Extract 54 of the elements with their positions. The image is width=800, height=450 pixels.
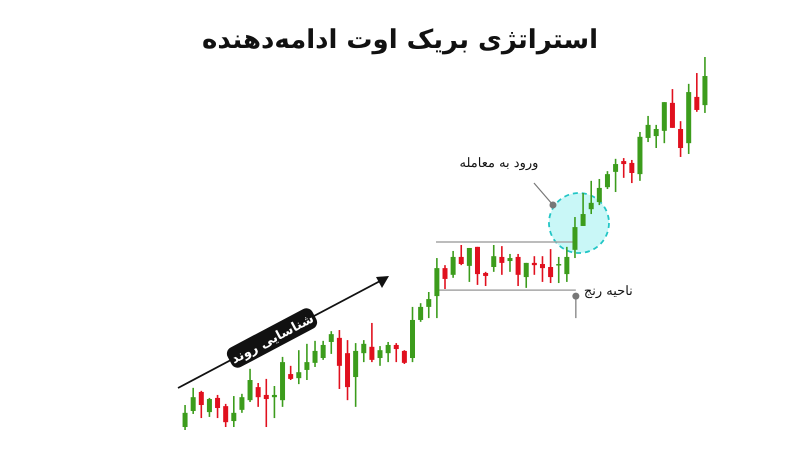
candlestick [386,341,391,363]
candlestick [223,403,228,428]
candlestick [613,158,618,193]
chart-title: استراتژی بریک اوت ادامه‌دهنده [202,25,598,55]
candlestick [580,192,586,227]
candlestick [507,253,512,273]
candlestick [190,387,196,415]
candlestick [629,159,634,184]
candlestick [198,390,204,419]
candlestick [312,340,318,368]
annotation: ورود به معامله [460,156,538,172]
annotation: شناسایی روند [228,311,316,368]
candlestick [320,340,326,361]
candlestick [361,339,366,363]
candlestick [646,115,651,143]
candlestick [369,322,374,363]
candlestick [654,124,659,149]
candlestick [288,365,294,381]
candlestick [548,248,554,284]
candlestick [604,170,610,190]
candlestick [458,244,464,266]
candlestick [378,345,383,367]
candlestick [694,72,700,113]
candlestick [556,256,562,284]
candlestick [524,262,529,289]
candlestick [248,368,253,403]
candlestick [182,404,188,431]
candlestick [442,264,448,290]
candlestick [483,271,488,287]
candlestick [264,378,269,428]
candlestick [296,349,302,385]
ref-line-label: ناحیه رنج [584,284,633,300]
candlestick [564,246,570,283]
candlestick [206,397,212,418]
candlestick [588,180,594,215]
candlestick [466,247,472,283]
candlestick [596,178,602,206]
candlestick [402,349,407,365]
candlestick [418,302,424,323]
candlestick [215,394,220,419]
candlestick [256,382,261,408]
candlestick [516,253,521,287]
candlestick [499,245,504,276]
candlestick [231,395,236,428]
candlestick [426,291,432,319]
candlestick [450,250,456,279]
candlestick [491,244,496,273]
candlestick [328,330,334,355]
candlestick [621,157,626,179]
candlestick [678,120,684,158]
candlestick [572,216,578,259]
candlestick [394,342,399,363]
candlestick [540,255,545,283]
candlestick [239,393,244,414]
